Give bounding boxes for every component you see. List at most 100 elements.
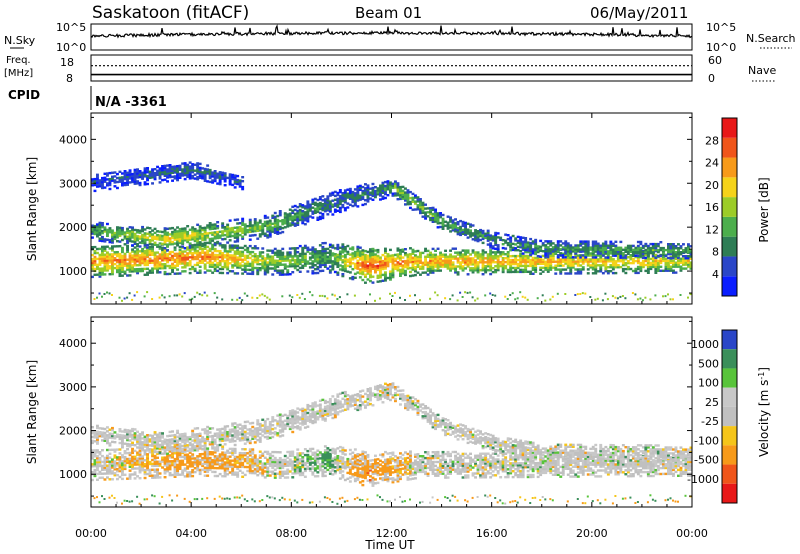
heatmap-cell [534, 240, 538, 244]
heatmap-cell [519, 252, 523, 256]
heatmap-cell [196, 170, 200, 173]
heatmap-cell [93, 224, 97, 228]
heatmap-cell [261, 251, 265, 254]
heatmap-cell [421, 267, 425, 270]
heatmap-cell [481, 237, 485, 241]
heatmap-cell [288, 261, 292, 264]
heatmap-cell [133, 246, 137, 249]
heatmap-cell [424, 261, 427, 264]
heatmap-cell [111, 229, 114, 232]
heatmap-cell [106, 182, 109, 185]
heatmap-cell [148, 472, 152, 476]
heatmap-cell [374, 261, 377, 264]
heatmap-cell [121, 461, 124, 465]
heatmap-cell [456, 253, 460, 256]
heatmap-cell [662, 248, 665, 252]
heatmap-cell [178, 166, 182, 170]
heatmap-cell [496, 232, 500, 235]
heatmap-cell [181, 229, 185, 232]
heatmap-cell [183, 256, 187, 259]
heatmap-cell [436, 257, 440, 260]
heatmap-cell [466, 222, 470, 225]
heatmap-cell [509, 240, 513, 243]
heatmap-cell [539, 258, 543, 262]
heatmap-cell [434, 261, 437, 264]
heatmap-cell [183, 247, 187, 250]
heatmap-cell [168, 440, 172, 443]
heatmap-cell [454, 247, 457, 250]
heatmap-cell [138, 442, 142, 446]
heatmap-cell [143, 259, 147, 263]
heatmap-cell [399, 193, 402, 197]
heatmap-cell [293, 208, 297, 212]
heatmap-cell [231, 264, 235, 267]
heatmap-cell [614, 240, 618, 243]
heatmap-cell [376, 264, 380, 268]
heatmap-cell [486, 237, 490, 240]
heatmap-cell [366, 200, 370, 203]
heatmap-cell [138, 269, 142, 273]
heatmap-cell [631, 250, 635, 254]
heatmap-cell [534, 252, 538, 256]
heatmap-cell [158, 247, 162, 250]
heatmap-cell [549, 248, 553, 251]
heatmap-cell [489, 272, 493, 276]
heatmap-cell [166, 458, 169, 461]
heatmap-cell [316, 260, 320, 263]
heatmap-cell [276, 220, 280, 224]
heatmap-cell [599, 256, 603, 259]
heatmap-cell [243, 262, 247, 265]
heatmap-cell [313, 260, 317, 263]
heatmap-cell [316, 218, 320, 221]
heatmap-cell [318, 250, 322, 253]
heatmap-cell [601, 260, 605, 263]
heatmap-cell [341, 194, 345, 197]
heatmap-cell [211, 271, 215, 274]
heatmap-cell [544, 264, 548, 267]
heatmap-cell [644, 263, 648, 267]
heatmap-cell [96, 426, 99, 430]
heatmap-cell [118, 270, 122, 274]
heatmap-cell [601, 264, 605, 267]
heatmap-cell [556, 246, 560, 249]
heatmap-cell [93, 449, 97, 452]
heatmap-cell [283, 226, 287, 229]
heatmap-cell [208, 265, 212, 268]
heatmap-cell [186, 238, 190, 242]
heatmap-cell [421, 207, 425, 210]
heatmap-cell [386, 262, 390, 266]
heatmap-cell [296, 219, 300, 223]
heatmap-cell [379, 256, 382, 259]
heatmap-cell [163, 253, 167, 256]
heatmap-cell [521, 268, 525, 272]
heatmap-cell [371, 188, 375, 192]
heatmap-cell [101, 186, 104, 190]
heatmap-cell [394, 194, 397, 197]
heatmap-cell [136, 268, 139, 271]
heatmap-cell [446, 227, 450, 230]
heatmap-cell [654, 253, 658, 257]
heatmap-cell [163, 249, 167, 252]
heatmap-cell [176, 244, 179, 247]
heatmap-cell [171, 270, 174, 273]
heatmap-cell [466, 257, 470, 260]
heatmap-cell [616, 250, 620, 253]
heatmap-cell [261, 225, 265, 228]
heatmap-cell [656, 265, 660, 268]
heatmap-cell [619, 295, 622, 298]
heatmap-cell [456, 257, 460, 260]
heatmap-cell [141, 431, 144, 434]
heatmap-cell [186, 173, 190, 176]
heatmap-cell [531, 240, 535, 243]
heatmap-cell [298, 214, 302, 218]
heatmap-cell [163, 468, 167, 471]
heatmap-cell [343, 267, 347, 271]
heatmap-cell [291, 215, 295, 218]
heatmap-cell [687, 265, 690, 268]
heatmap-cell [101, 253, 104, 256]
heatmap-cell [288, 224, 292, 227]
heatmap-cell [153, 261, 157, 264]
heatmap-cell [226, 268, 230, 271]
heatmap-cell [348, 259, 352, 262]
heatmap-cell [594, 242, 598, 245]
